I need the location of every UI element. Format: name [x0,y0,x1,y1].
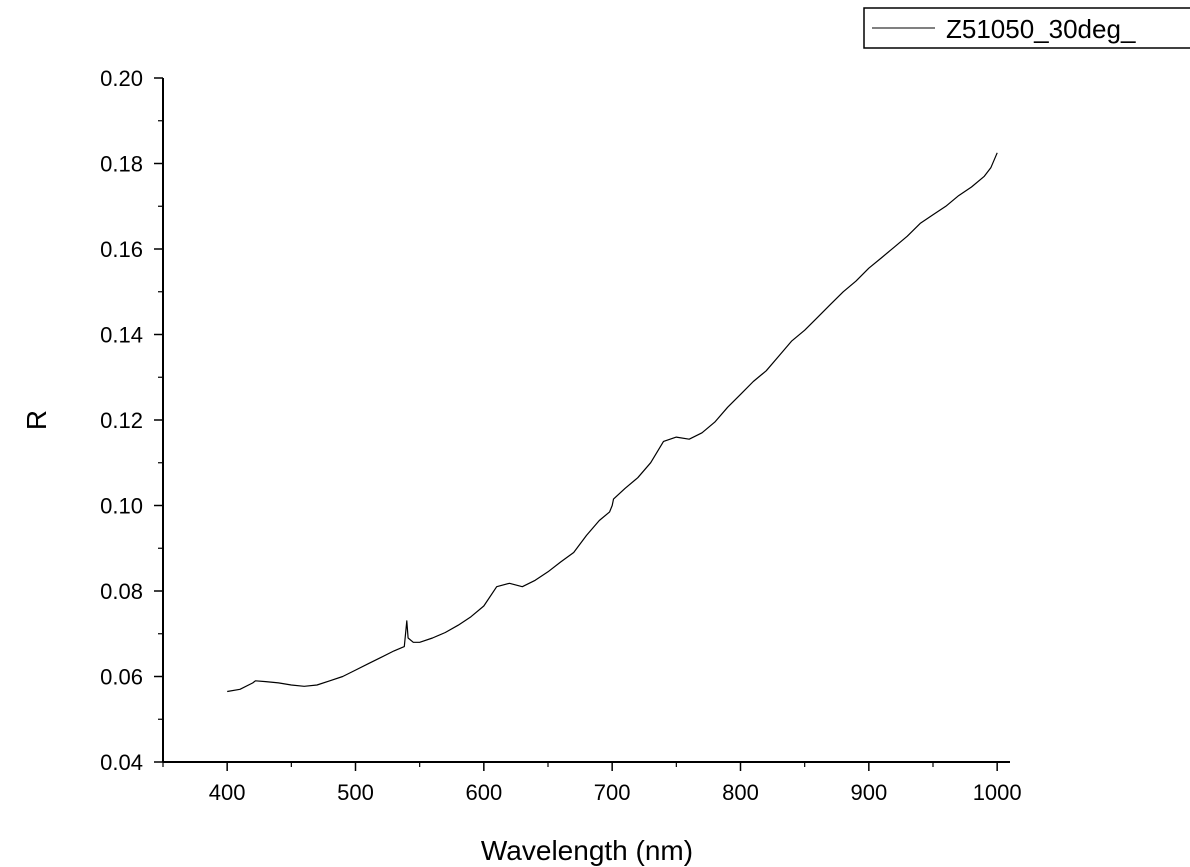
y-tick-label: 0.16 [100,237,143,262]
y-tick-label: 0.08 [100,579,143,604]
x-axis-ticks: 400 500 600 700 800 900 1000 [162,762,1022,805]
x-tick-label: 900 [850,780,887,805]
y-tick-label: 0.04 [100,750,143,775]
x-tick-label: 1000 [973,780,1022,805]
x-tick-label: 600 [465,780,502,805]
y-tick-label: 0.14 [100,323,143,348]
x-axis-title: Wavelength (nm) [481,835,693,866]
legend: Z51050_30deg_ [863,7,1190,49]
y-tick-label: 0.12 [100,408,143,433]
x-tick-label: 800 [722,780,759,805]
y-tick-label: 0.10 [100,494,143,519]
x-tick-label: 400 [209,780,246,805]
legend-entry-label: Z51050_30deg_ [946,14,1136,44]
y-axis-ticks: 0.04 0.06 0.08 0.10 0.12 0.14 0.16 0.18 0.20 [100,66,163,775]
y-axis-title: R [21,410,52,430]
y-tick-label: 0.06 [100,665,143,690]
series-line-0 [227,152,998,693]
y-tick-label: 0.18 [100,152,143,177]
series-layer [227,152,998,693]
x-tick-label: 500 [337,780,374,805]
x-tick-label: 700 [594,780,631,805]
y-tick-label: 0.20 [100,66,143,91]
plot-frame [162,78,1010,763]
